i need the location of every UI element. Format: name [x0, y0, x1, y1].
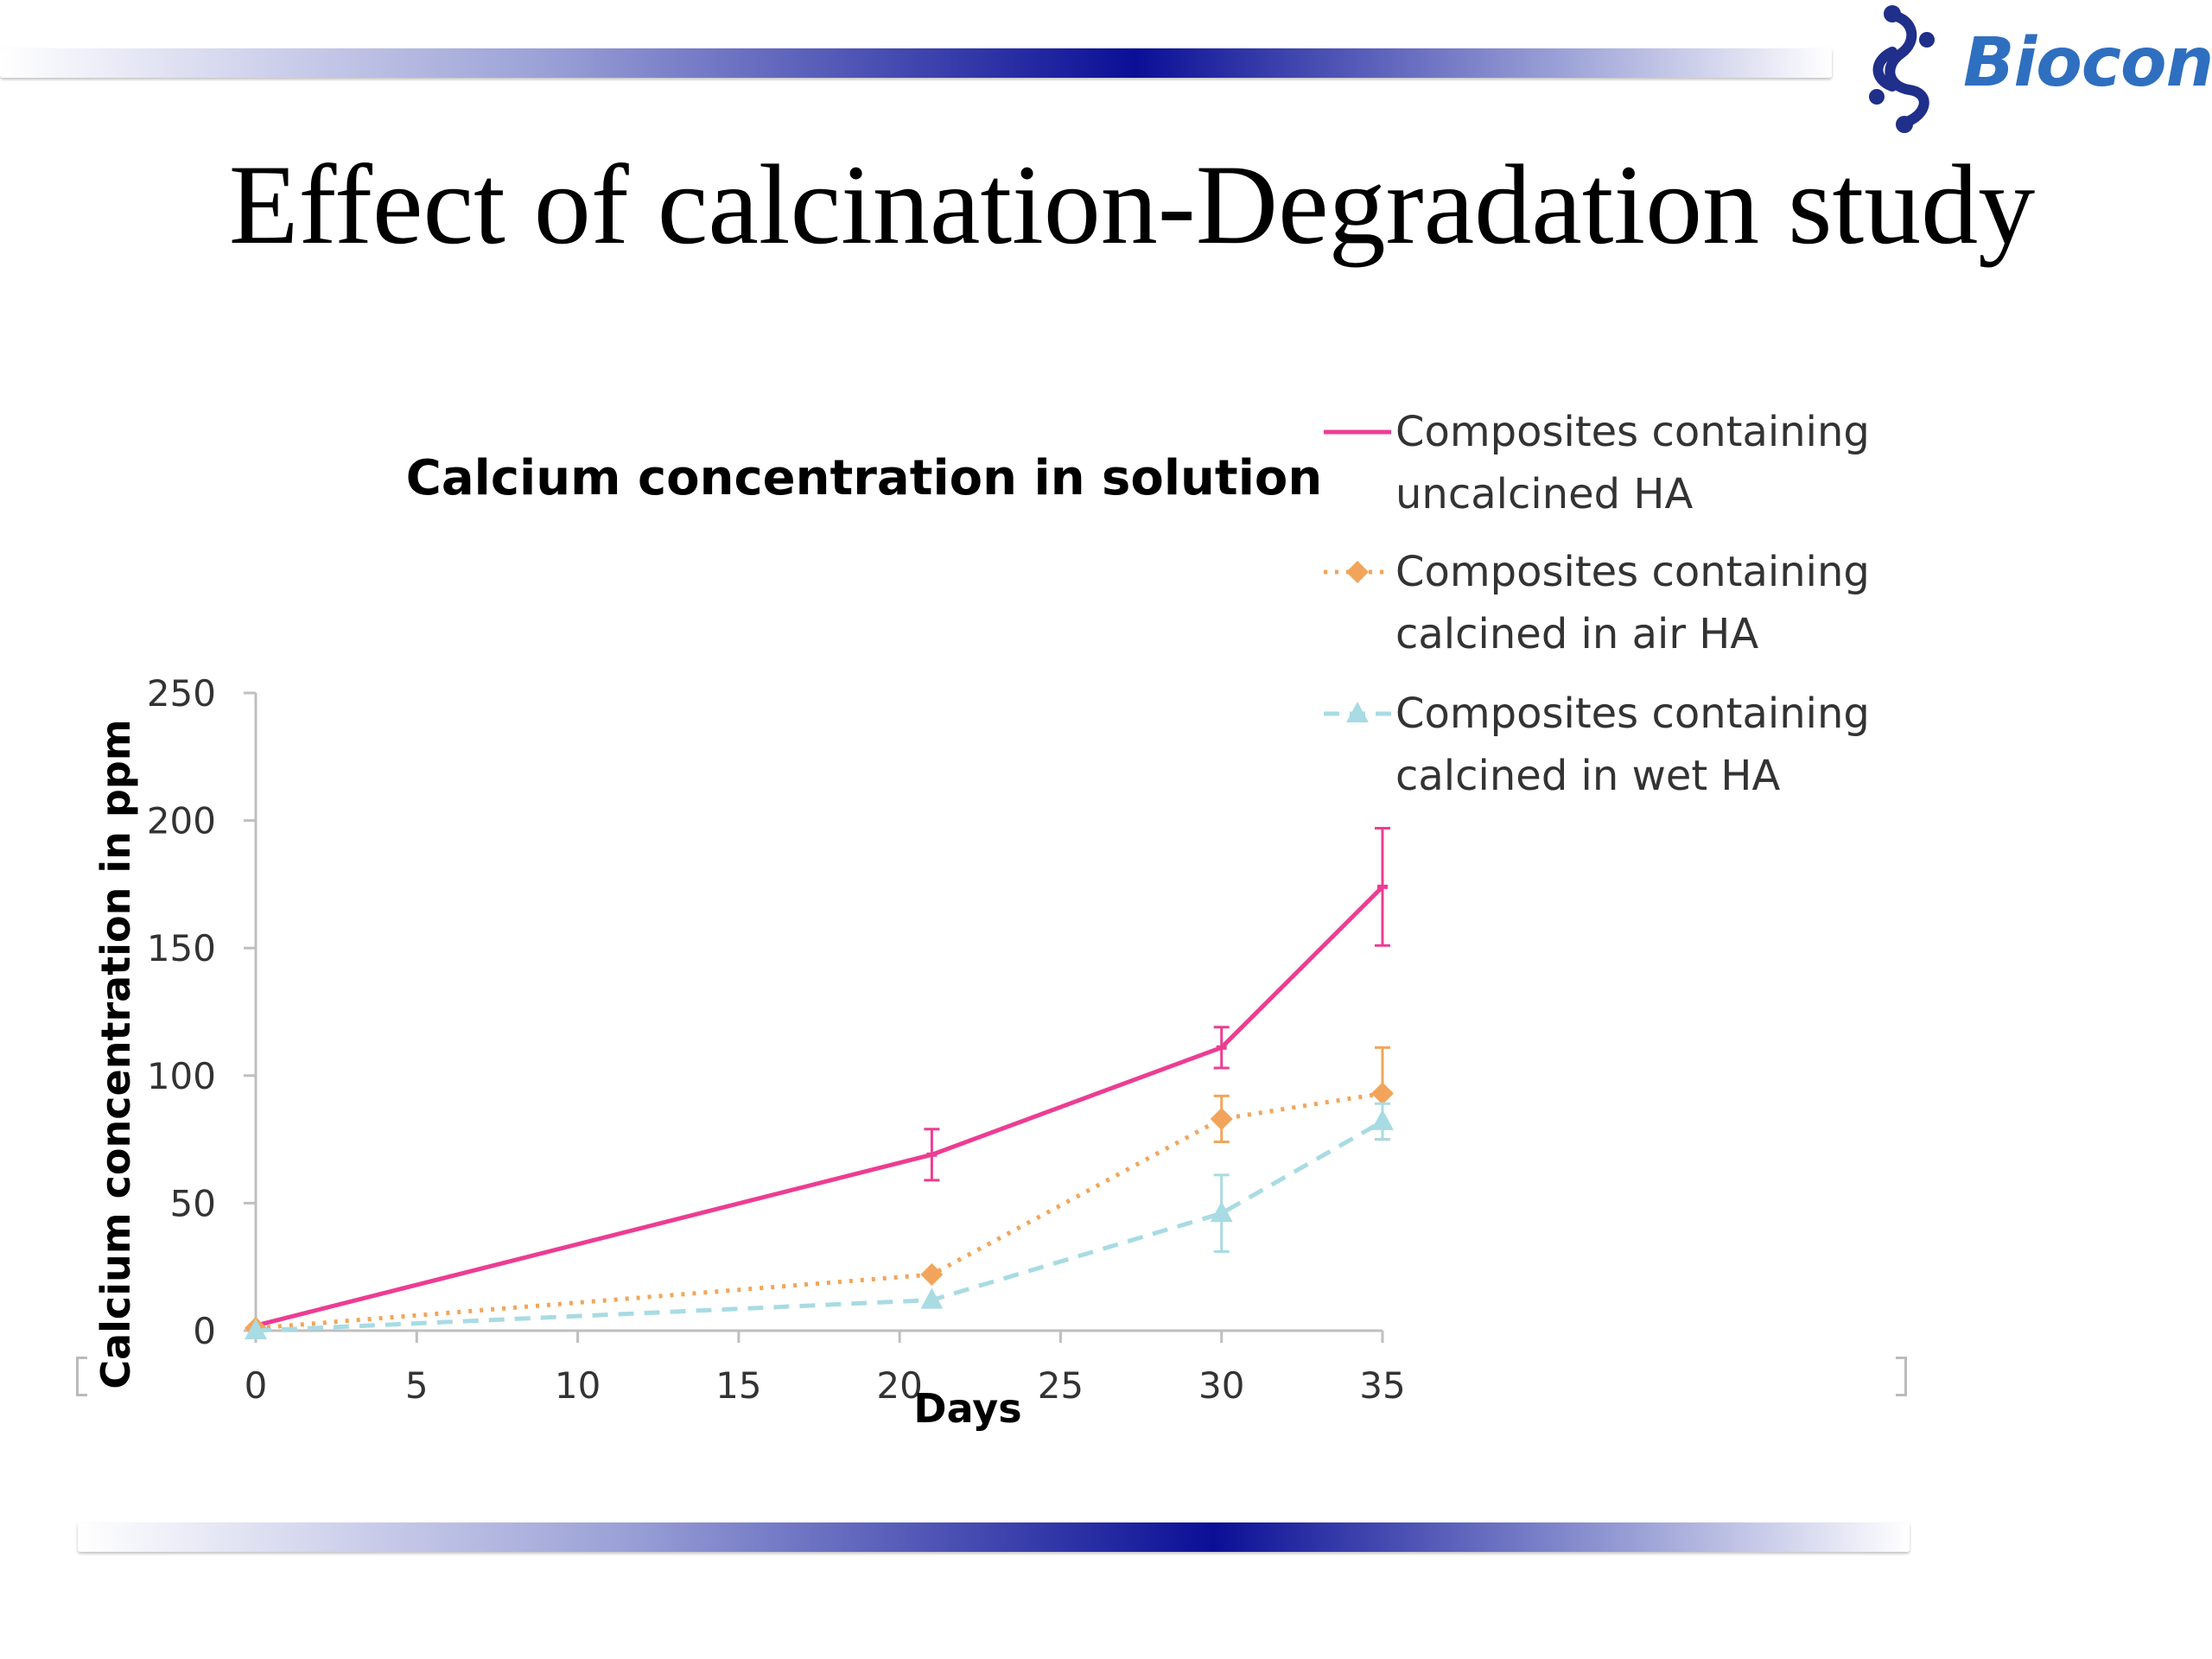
- data-point: [920, 1263, 944, 1287]
- biocon-molecule-icon: [1869, 5, 1935, 133]
- x-tick-label: 0: [245, 1364, 268, 1407]
- slide-title: Effect of calcination-Degradation study: [228, 141, 2036, 268]
- y-tick-label: 100: [147, 1055, 216, 1097]
- legend-entry-text: calcined in air HA: [1395, 610, 1758, 658]
- legend-marker: [1346, 702, 1369, 722]
- x-tick-label: 5: [405, 1364, 429, 1407]
- x-tick-label: 35: [1359, 1364, 1405, 1407]
- data-point: [1371, 1082, 1394, 1105]
- y-tick-label: 250: [147, 672, 216, 715]
- x-tick-label: 30: [1198, 1364, 1244, 1407]
- chart-frame-corner-left: [76, 1357, 87, 1396]
- y-tick-label: 150: [147, 927, 216, 969]
- x-tick-label: 25: [1038, 1364, 1084, 1407]
- data-point: [920, 1287, 944, 1309]
- y-tick-label: 0: [193, 1310, 216, 1352]
- data-point: [245, 1319, 267, 1339]
- x-tick-label: 15: [715, 1364, 761, 1407]
- y-tick-label: 200: [147, 800, 216, 842]
- bottom-decorative-band: [78, 1522, 1910, 1552]
- data-point: [1371, 1109, 1394, 1130]
- legend-entry-text: Composites containing: [1395, 548, 1870, 596]
- legend-entry-text: Composites containing: [1395, 690, 1870, 738]
- legend-entry-text: uncalcined HA: [1395, 470, 1693, 518]
- series-line-3: [255, 1119, 1384, 1333]
- legend-marker: [1346, 561, 1369, 583]
- chart-title: Calcium concentration in solution: [406, 450, 1322, 506]
- logo-text: Biocon: [1963, 24, 2212, 102]
- legend-entry-text: Composites containing: [1395, 408, 1870, 456]
- top-decorative-band: [0, 48, 1832, 78]
- chart-frame-corner-right: [1896, 1357, 1907, 1396]
- x-tick-label: 10: [555, 1364, 601, 1407]
- legend-entry-text: calcined in wet HA: [1395, 752, 1781, 800]
- x-tick-label: 20: [876, 1364, 922, 1407]
- y-tick-label: 50: [170, 1182, 216, 1224]
- series-line-1: [255, 885, 1384, 1328]
- y-axis-label: Calcium concentration in ppm: [92, 719, 139, 1389]
- data-point: [1210, 1107, 1233, 1130]
- x-axis-label: Days: [913, 1385, 1021, 1432]
- series-line-2: [255, 1090, 1383, 1331]
- data-point: [1210, 1201, 1233, 1223]
